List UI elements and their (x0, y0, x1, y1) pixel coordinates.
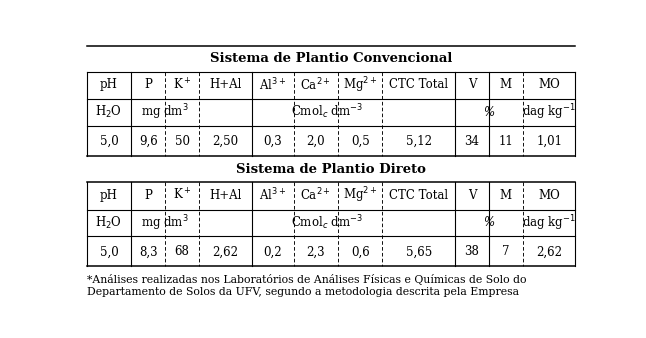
Text: 2,62: 2,62 (536, 245, 562, 258)
Text: 0,3: 0,3 (263, 135, 282, 148)
Text: 8,3: 8,3 (139, 245, 158, 258)
Text: M: M (500, 78, 512, 91)
Text: CTC Total: CTC Total (389, 189, 448, 202)
Text: 2,62: 2,62 (213, 245, 238, 258)
Text: mg dm$^3$: mg dm$^3$ (141, 213, 189, 233)
Text: dag kg$^{-1}$: dag kg$^{-1}$ (522, 213, 576, 233)
Text: 2,3: 2,3 (306, 245, 325, 258)
Text: MO: MO (538, 78, 560, 91)
Text: CTC Total: CTC Total (389, 78, 448, 91)
Text: 0,5: 0,5 (351, 135, 370, 148)
Text: H$_2$O: H$_2$O (96, 104, 123, 120)
Text: *Análises realizadas nos Laboratórios de Análises Físicas e Químicas de Solo do: *Análises realizadas nos Laboratórios de… (87, 274, 526, 285)
Text: 5,65: 5,65 (406, 245, 432, 258)
Text: H+Al: H+Al (209, 78, 242, 91)
Text: 5,0: 5,0 (99, 245, 118, 258)
Text: V: V (468, 189, 476, 202)
Text: Cmol$_c$ dm$^{-3}$: Cmol$_c$ dm$^{-3}$ (291, 103, 363, 121)
Text: 38: 38 (464, 245, 479, 258)
Text: 2,0: 2,0 (306, 135, 325, 148)
Text: pH: pH (100, 189, 118, 202)
Text: P: P (144, 78, 152, 91)
Text: %: % (483, 216, 495, 229)
Text: mg dm$^3$: mg dm$^3$ (141, 102, 189, 122)
Text: 5,12: 5,12 (406, 135, 432, 148)
Text: dag kg$^{-1}$: dag kg$^{-1}$ (522, 102, 576, 122)
Text: MO: MO (538, 189, 560, 202)
Text: M: M (500, 189, 512, 202)
Text: 0,2: 0,2 (263, 245, 282, 258)
Text: 50: 50 (174, 135, 189, 148)
Text: 68: 68 (174, 245, 189, 258)
Text: 9,6: 9,6 (139, 135, 158, 148)
Text: 2,50: 2,50 (212, 135, 238, 148)
Text: pH: pH (100, 78, 118, 91)
Text: Ca$^{2+}$: Ca$^{2+}$ (300, 187, 331, 204)
Text: H+Al: H+Al (209, 189, 242, 202)
Text: Sistema de Plantio Direto: Sistema de Plantio Direto (236, 163, 426, 176)
Text: K$^+$: K$^+$ (173, 188, 191, 203)
Text: 34: 34 (464, 135, 479, 148)
Text: H$_2$O: H$_2$O (96, 215, 123, 231)
Text: 0,6: 0,6 (351, 245, 370, 258)
Text: 11: 11 (499, 135, 514, 148)
Text: Ca$^{2+}$: Ca$^{2+}$ (300, 76, 331, 93)
Text: Al$^{3+}$: Al$^{3+}$ (259, 187, 286, 204)
Text: %: % (483, 106, 495, 119)
Text: Mg$^{2+}$: Mg$^{2+}$ (343, 75, 377, 95)
Text: P: P (144, 189, 152, 202)
Text: 1,01: 1,01 (536, 135, 562, 148)
Text: 7: 7 (502, 245, 510, 258)
Text: Al$^{3+}$: Al$^{3+}$ (259, 76, 286, 93)
Text: Cmol$_c$ dm$^{-3}$: Cmol$_c$ dm$^{-3}$ (291, 213, 363, 232)
Text: Sistema de Plantio Convencional: Sistema de Plantio Convencional (210, 52, 452, 65)
Text: V: V (468, 78, 476, 91)
Text: K$^+$: K$^+$ (173, 77, 191, 93)
Text: 5,0: 5,0 (99, 135, 118, 148)
Text: Departamento de Solos da UFV, segundo a metodologia descrita pela Empresa: Departamento de Solos da UFV, segundo a … (87, 288, 519, 297)
Text: Mg$^{2+}$: Mg$^{2+}$ (343, 186, 377, 205)
